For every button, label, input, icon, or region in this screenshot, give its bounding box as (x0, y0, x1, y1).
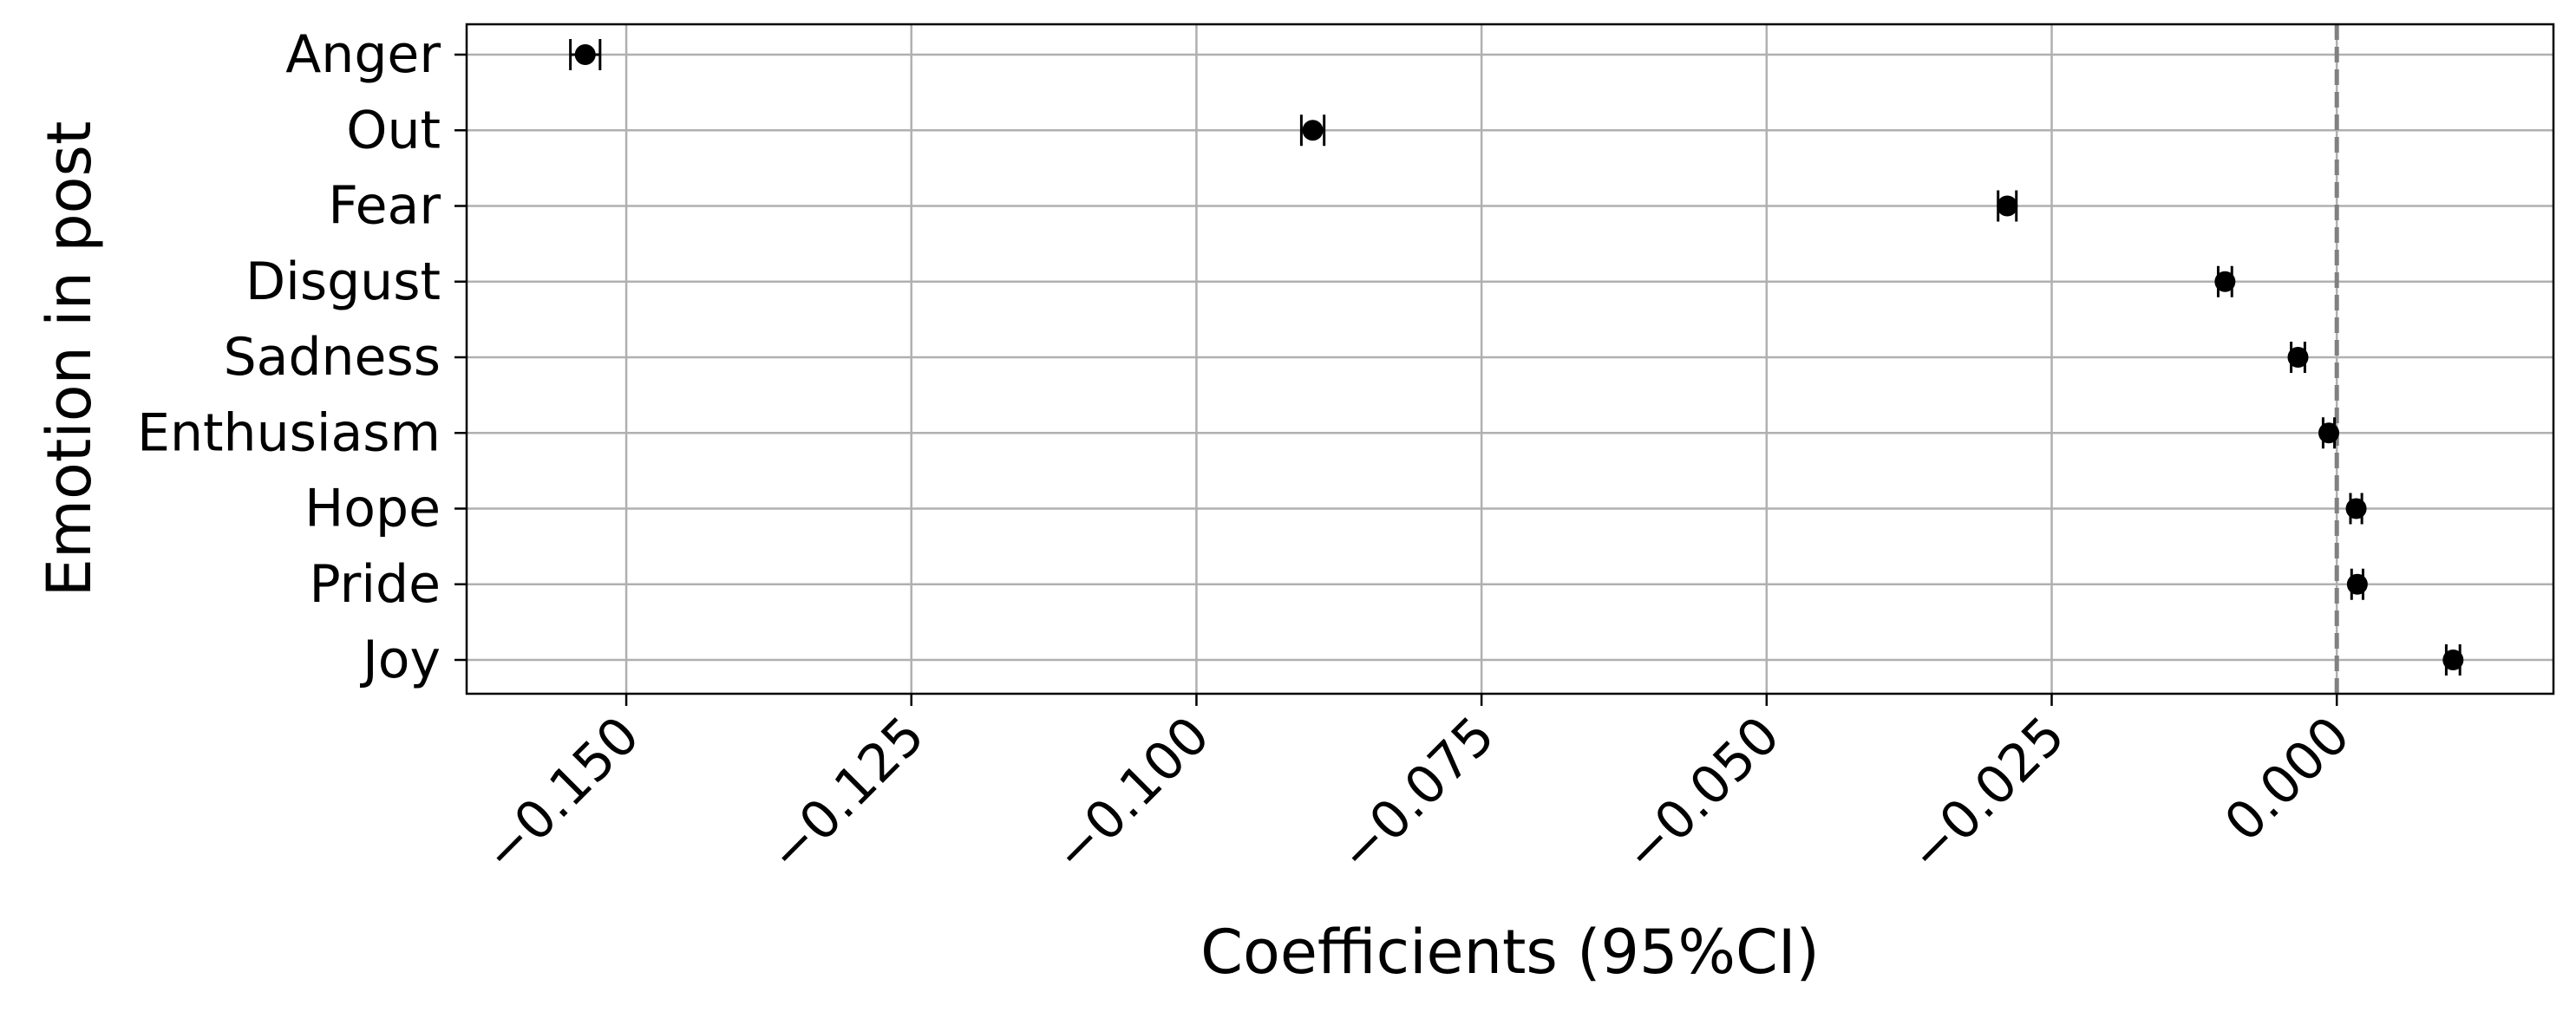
plot-frame (465, 23, 2555, 695)
x-tick-label: −0.125 (757, 705, 937, 885)
coefficient-point (2346, 573, 2368, 595)
y-tick-label: Pride (310, 554, 441, 615)
x-tick-label: −0.100 (1043, 705, 1222, 885)
x-axis-title: Coefficients (95%CI) (1200, 917, 1820, 988)
y-tick-label: Joy (359, 630, 441, 690)
x-gridlines (624, 24, 2338, 694)
y-tick-label: Sadness (224, 327, 441, 388)
y-tick-label: Enthusiasm (137, 402, 441, 463)
x-tick-label: −0.150 (472, 705, 651, 885)
y-gridlines (467, 53, 2553, 662)
coefficient-point (1997, 195, 2018, 217)
x-tick-label: 0.000 (2213, 705, 2362, 853)
coefficient-point (574, 44, 596, 65)
coefficient-point (2318, 422, 2339, 444)
y-tick-label: Fear (328, 176, 441, 237)
x-tick-label: −0.075 (1327, 705, 1507, 885)
coefficient-point (1302, 120, 1324, 141)
y-axis-ticks: Anger Out Fear Disgust Sadness Enthusiasm Hope… (137, 24, 467, 690)
y-tick-label: Hope (304, 479, 441, 539)
x-tick-label: −0.025 (1898, 705, 2077, 885)
x-axis-ticks: −0.150 −0.125 −0.100 −0.075 −0.050 −0.025 0.00… (472, 694, 2362, 885)
y-tick-label: Anger (285, 24, 441, 85)
coefficient-point (2287, 347, 2309, 368)
y-axis-title: Emotion in post (34, 121, 105, 597)
x-tick-label: −0.050 (1612, 705, 1792, 885)
y-tick-label: Out (346, 100, 441, 160)
coefficient-point (2214, 271, 2236, 292)
coefficient-point (2442, 650, 2464, 670)
coefficient-point (2345, 498, 2367, 519)
y-tick-label: Disgust (245, 251, 441, 312)
coefficient-points (574, 44, 2464, 670)
